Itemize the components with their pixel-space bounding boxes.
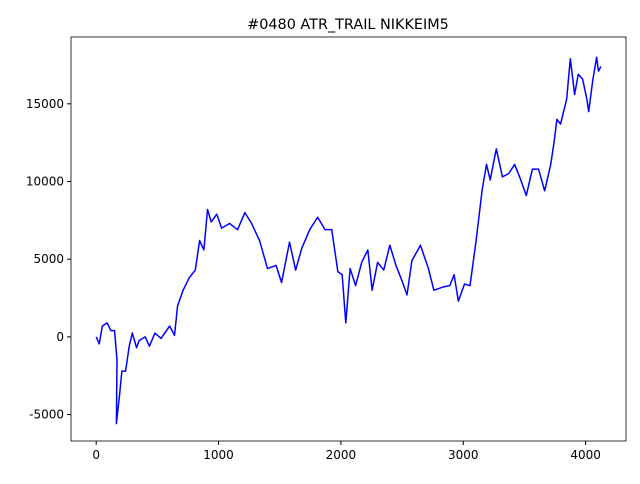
line-series [95,56,602,425]
axes-frame [70,36,627,442]
y-tick-label: 10000 [26,175,64,189]
y-tick-label: 15000 [26,97,64,111]
y-tick-label: 0 [56,330,64,344]
chart-title: #0480 ATR_TRAIL NIKKEIM5 [247,17,449,33]
x-tick-label: 1000 [203,448,234,462]
x-tick-label: 0 [92,448,100,462]
x-tick-label: 4000 [570,448,601,462]
x-tick-label: 2000 [326,448,357,462]
x-tick-label: 3000 [448,448,479,462]
y-tick-label: 5000 [33,252,64,266]
y-tick-label: -5000 [29,408,64,422]
